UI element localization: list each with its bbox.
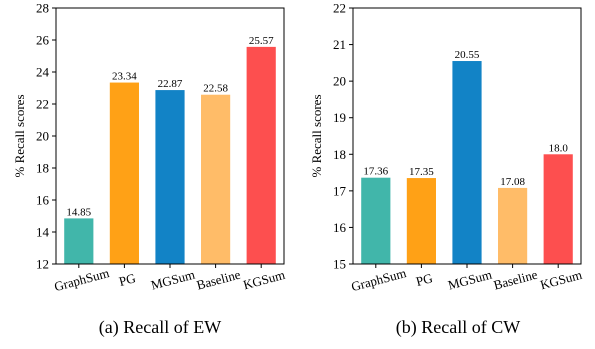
category-label: PG xyxy=(117,270,137,289)
value-label: 22.58 xyxy=(203,83,228,95)
category-label: Baseline xyxy=(492,267,539,293)
value-label: 23.34 xyxy=(112,71,137,83)
value-label: 17.08 xyxy=(500,176,525,188)
value-label: 20.55 xyxy=(455,49,480,61)
y-tick-label: 28 xyxy=(36,1,49,16)
chart-caption: (a) Recall of EW xyxy=(99,317,221,338)
y-axis-label: % Recall scores xyxy=(309,94,324,177)
category-label: KGSum xyxy=(242,267,287,293)
y-tick-label: 20 xyxy=(333,74,346,89)
value-label: 17.35 xyxy=(409,166,434,178)
y-tick-label: 24 xyxy=(36,65,50,80)
y-tick-label: 20 xyxy=(36,129,49,144)
y-tick-label: 12 xyxy=(36,257,49,272)
chart-caption: (b) Recall of CW xyxy=(396,317,520,338)
category-label: MGSum xyxy=(149,267,196,293)
y-tick-label: 19 xyxy=(333,110,346,125)
y-tick-label: 22 xyxy=(333,1,346,16)
category-label: MGSum xyxy=(446,267,493,293)
y-tick-label: 15 xyxy=(333,257,346,272)
bar-kgsum xyxy=(543,154,573,264)
value-label: 14.85 xyxy=(66,206,91,218)
y-tick-label: 16 xyxy=(333,220,347,235)
y-tick-label: 18 xyxy=(333,147,346,162)
y-tick-label: 22 xyxy=(36,97,49,112)
value-label: 25.57 xyxy=(249,35,274,47)
bar-graphsum xyxy=(64,218,94,264)
y-tick-label: 14 xyxy=(36,225,50,240)
bar-pg xyxy=(109,82,139,264)
category-label: KGSum xyxy=(539,267,584,293)
y-axis-label: % Recall scores xyxy=(12,94,27,177)
y-tick-label: 16 xyxy=(36,193,50,208)
value-label: 22.87 xyxy=(158,78,183,90)
category-label: GraphSum xyxy=(349,265,407,294)
chart-recall-cw: 17.36 GraphSum 17.35 PG 20.55 MGSum 17.08 Basel… xyxy=(309,1,584,339)
y-tick-label: 18 xyxy=(36,161,49,176)
y-tick-label: 17 xyxy=(333,183,347,198)
bar-baseline xyxy=(201,94,231,264)
chart-recall-ew: 14.85 GraphSum 23.34 PG 22.87 MGSum 22.58 Basel… xyxy=(12,1,287,339)
y-tick-label: 21 xyxy=(333,37,346,52)
plot-frame xyxy=(352,7,582,265)
bar-mgsum xyxy=(452,61,482,264)
value-label: 18.0 xyxy=(549,142,569,154)
value-label: 17.36 xyxy=(363,166,388,178)
bar-graphsum xyxy=(361,177,391,264)
bar-baseline xyxy=(498,187,528,264)
bar-pg xyxy=(406,178,436,264)
category-label: Baseline xyxy=(195,267,242,293)
bar-kgsum xyxy=(246,46,276,264)
category-label: GraphSum xyxy=(52,265,110,294)
bar-mgsum xyxy=(155,90,185,264)
category-label: PG xyxy=(414,270,434,289)
y-tick-label: 26 xyxy=(36,33,50,48)
